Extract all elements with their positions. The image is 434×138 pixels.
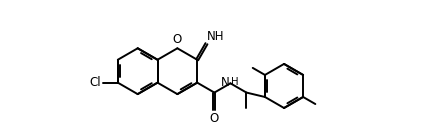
Text: Cl: Cl [89, 76, 101, 89]
Text: O: O [173, 33, 182, 46]
Text: O: O [210, 112, 219, 124]
Text: H: H [231, 77, 238, 87]
Text: N: N [221, 76, 230, 89]
Text: NH: NH [207, 30, 225, 43]
